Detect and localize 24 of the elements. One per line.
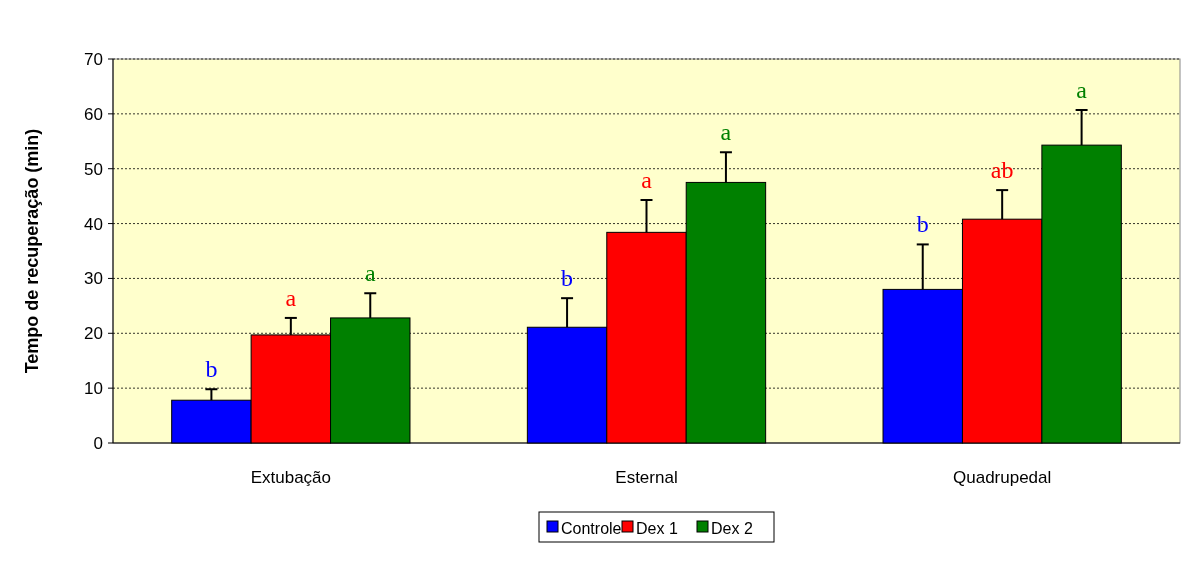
- legend-label: Controle: [561, 519, 622, 537]
- x-tick-label: Quadrupedal: [953, 468, 1052, 487]
- y-tick-label: 30: [84, 269, 103, 289]
- y-tick-label: 20: [84, 324, 103, 344]
- data-label: ab: [990, 157, 1014, 184]
- y-axis-title: Tempo de recuperação (min): [22, 128, 42, 374]
- data-label: b: [916, 211, 929, 238]
- y-tick-label: 70: [84, 49, 103, 69]
- data-label: a: [1076, 77, 1088, 104]
- legend-label: Dex 1: [636, 519, 678, 537]
- y-tick-label: 60: [84, 104, 103, 124]
- data-label: b: [205, 356, 218, 383]
- x-tick-label: Esternal: [615, 468, 678, 487]
- data-label: a: [364, 260, 376, 287]
- y-tick-label: 40: [84, 214, 103, 234]
- y-tick-label: 0: [93, 433, 103, 453]
- data-label: a: [641, 166, 653, 193]
- x-tick-label: Extubação: [250, 468, 332, 487]
- y-tick-label: 10: [84, 379, 103, 399]
- y-tick-label: 50: [84, 159, 103, 179]
- data-label: a: [285, 284, 297, 311]
- data-label: a: [720, 119, 732, 146]
- legend-label: Dex 2: [711, 519, 753, 537]
- data-label: b: [561, 265, 574, 292]
